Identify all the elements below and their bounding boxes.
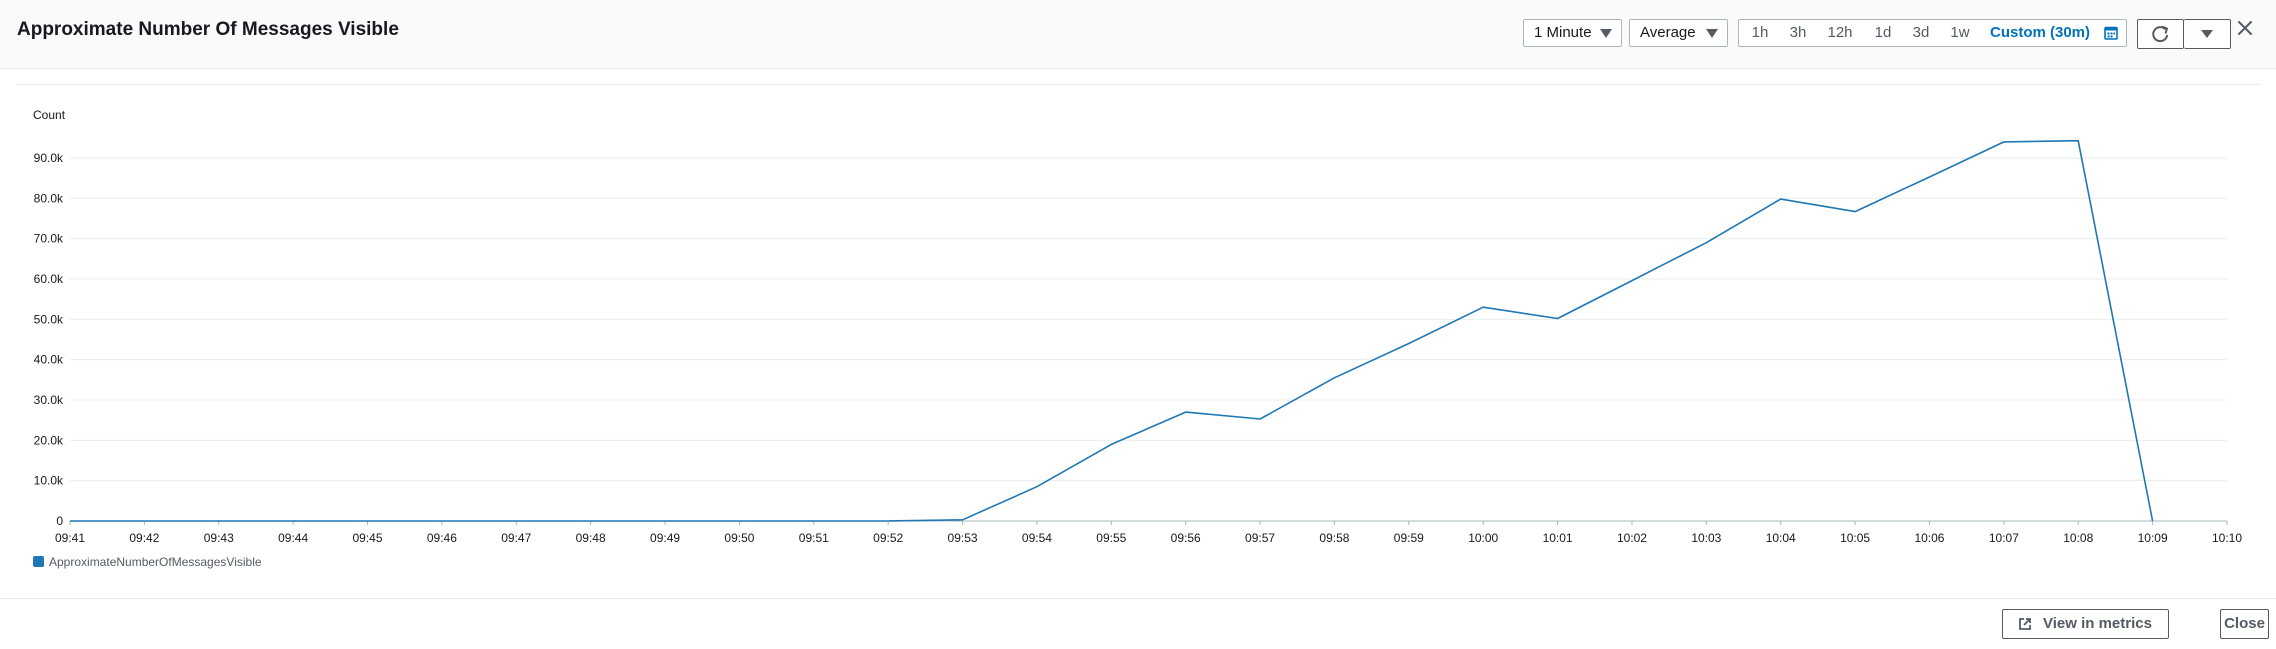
x-tick-label: 10:05 <box>1840 531 1870 545</box>
footer-divider <box>0 598 2276 599</box>
header-divider <box>16 84 2260 85</box>
refresh-button[interactable] <box>2137 19 2184 49</box>
legend-label: ApproximateNumberOfMessagesVisible <box>49 555 262 569</box>
time-range-custom[interactable]: Custom (30m) <box>1989 24 2090 41</box>
page-title: Approximate Number Of Messages Visible <box>17 19 399 40</box>
caret-down-icon <box>1600 29 1612 38</box>
x-tick-label: 09:41 <box>55 531 85 545</box>
x-tick-label: 10:10 <box>2212 531 2242 545</box>
refresh-icon <box>2152 25 2169 43</box>
x-tick-label: 09:42 <box>129 531 159 545</box>
calendar-icon[interactable] <box>2104 26 2118 40</box>
x-tick-label: 09:45 <box>353 531 383 545</box>
y-tick-label: 50.0k <box>34 312 64 326</box>
y-tick-label: 0 <box>56 514 63 528</box>
x-tick-label: 09:59 <box>1394 531 1424 545</box>
caret-down-icon <box>2201 30 2213 38</box>
x-tick-label: 10:07 <box>1989 531 2019 545</box>
x-tick-label: 09:44 <box>278 531 308 545</box>
x-tick-label: 09:54 <box>1022 531 1052 545</box>
x-tick-label: 10:09 <box>2138 531 2168 545</box>
x-tick-label: 09:46 <box>427 531 457 545</box>
x-tick-label: 09:51 <box>799 531 829 545</box>
x-tick-label: 10:01 <box>1543 531 1573 545</box>
x-tick-label: 09:53 <box>948 531 978 545</box>
y-axis-label: Count <box>33 108 66 122</box>
line-chart: Count 0 10.0k 20.0k 30.0k 40.0k 50.0k 60.0k 70.… <box>33 108 2242 545</box>
time-range-3h[interactable]: 3h <box>1789 24 1807 41</box>
x-tick-label: 09:48 <box>576 531 606 545</box>
x-tick-label: 09:43 <box>204 531 234 545</box>
x-tick-label: 09:50 <box>724 531 754 545</box>
time-range-1h[interactable]: 1h <box>1751 24 1769 41</box>
view-in-metrics-label: View in metrics <box>2043 615 2152 632</box>
close-icon[interactable] <box>2237 20 2253 36</box>
caret-down-icon <box>1706 29 1718 38</box>
x-tick-label: 09:58 <box>1319 531 1349 545</box>
x-tick-label: 09:52 <box>873 531 903 545</box>
y-tick-label: 30.0k <box>34 393 64 407</box>
close-button[interactable]: Close <box>2220 609 2269 639</box>
time-range-group: 1h 3h 12h 1d 3d 1w Custom (30m) <box>1738 19 2127 47</box>
y-tick-label: 10.0k <box>34 474 64 488</box>
x-tick-label: 10:00 <box>1468 531 1498 545</box>
y-tick-label: 80.0k <box>34 191 64 205</box>
close-button-label: Close <box>2224 615 2265 632</box>
x-tick-label: 10:03 <box>1691 531 1721 545</box>
refresh-options-button[interactable] <box>2184 19 2231 49</box>
statistic-select-value: Average <box>1640 24 1696 41</box>
y-tick-label: 20.0k <box>34 433 64 447</box>
y-tick-label: 40.0k <box>34 353 64 367</box>
x-tick-label: 10:02 <box>1617 531 1647 545</box>
time-range-1w[interactable]: 1w <box>1950 24 1970 41</box>
time-range-1d[interactable]: 1d <box>1874 24 1892 41</box>
y-tick-label: 60.0k <box>34 272 64 286</box>
time-range-3d[interactable]: 3d <box>1912 24 1930 41</box>
x-tick-label: 10:08 <box>2063 531 2093 545</box>
series-line <box>70 139 2154 522</box>
x-tick-label: 09:56 <box>1171 531 1201 545</box>
statistic-select[interactable]: Average <box>1629 19 1728 47</box>
external-link-icon <box>2019 618 2031 630</box>
x-tick-label: 10:06 <box>1914 531 1944 545</box>
y-tick-label: 90.0k <box>34 151 64 165</box>
x-tick-label: 09:47 <box>501 531 531 545</box>
x-tick-label: 09:57 <box>1245 531 1275 545</box>
x-tick-label: 10:04 <box>1766 531 1796 545</box>
legend-swatch <box>33 556 44 567</box>
modal-header: Approximate Number Of Messages Visible 1… <box>0 0 2276 69</box>
period-select[interactable]: 1 Minute <box>1523 19 1622 47</box>
period-select-value: 1 Minute <box>1534 24 1592 41</box>
view-in-metrics-button[interactable]: View in metrics <box>2002 609 2169 639</box>
x-tick-label: 09:49 <box>650 531 680 545</box>
time-range-12h[interactable]: 12h <box>1827 24 1853 41</box>
x-tick-label: 09:55 <box>1096 531 1126 545</box>
y-tick-label: 70.0k <box>34 232 64 246</box>
